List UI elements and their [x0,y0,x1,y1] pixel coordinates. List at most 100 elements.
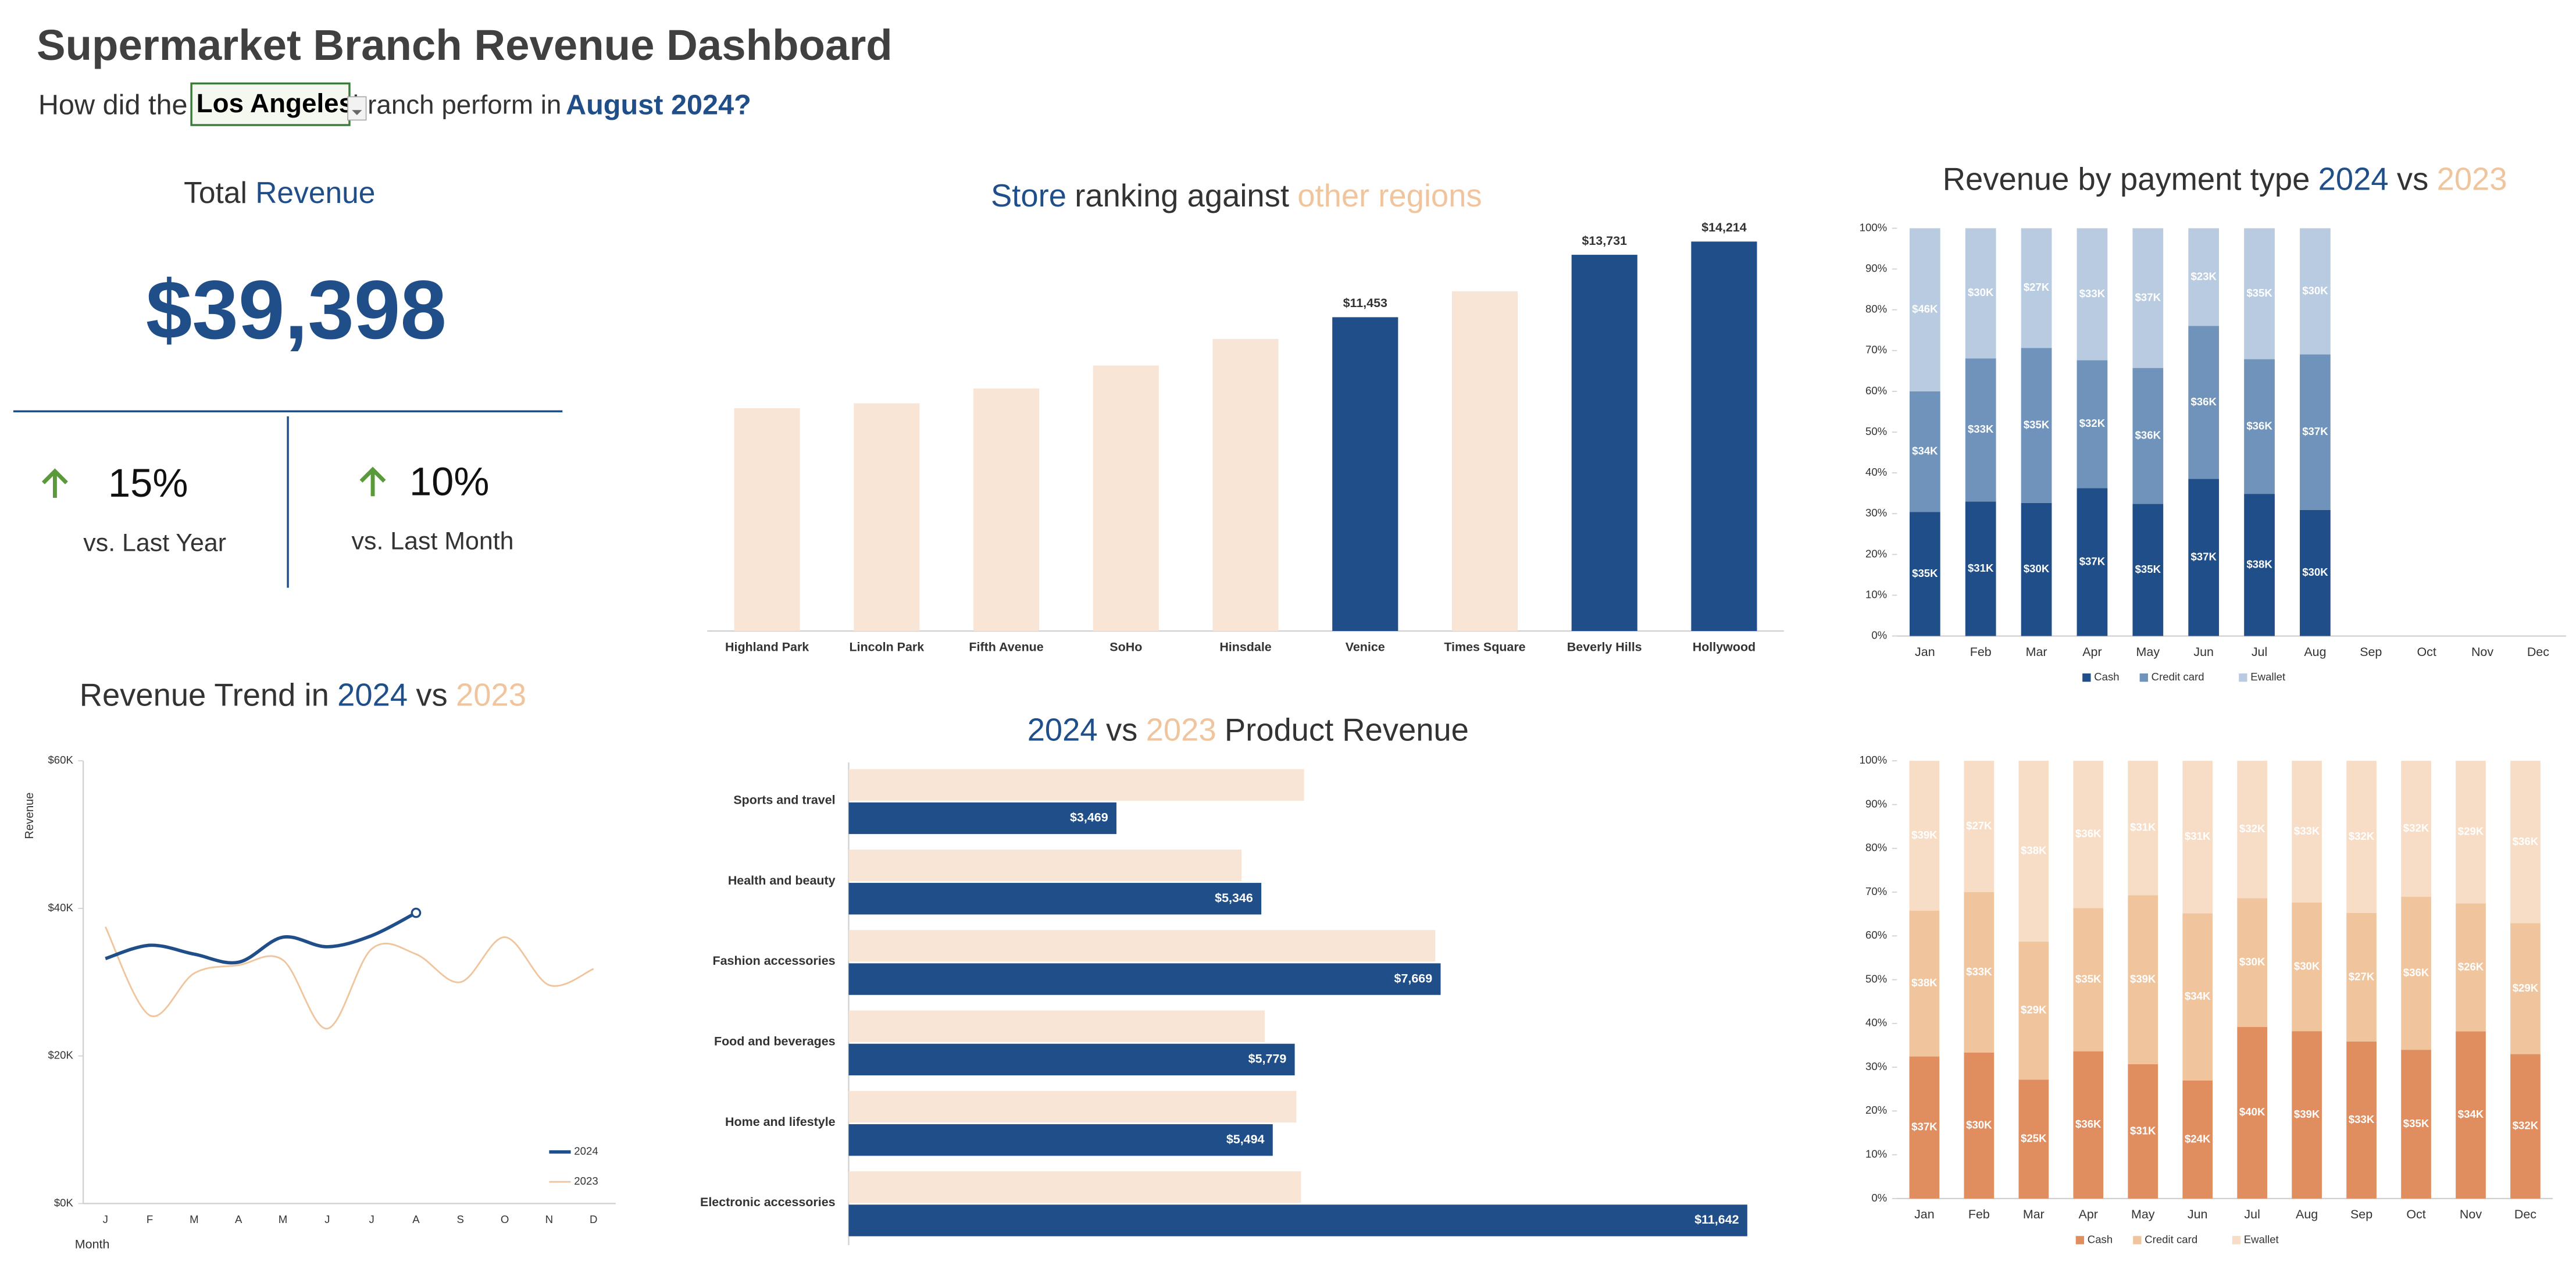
bar [848,802,1116,835]
legend-label: Ewallet [2250,671,2286,683]
bar [848,1010,1265,1042]
data-label: $36K [2190,395,2217,408]
data-label: $27K [1966,819,1992,832]
data-label: $35K [2246,287,2272,299]
bar-segment [2237,898,2267,1027]
x-tick-label: F [147,1213,153,1225]
x-axis-title: Month [75,1238,110,1252]
y-tick-label: Health and beauty [728,874,836,887]
bar-segment [2182,761,2213,914]
bar-segment [2401,1050,2431,1199]
x-tick-label: Feb [1970,645,1992,659]
data-label: $32K [2349,830,2375,842]
data-label: $7,669 [1394,971,1433,985]
data-label: $39K [1911,829,1938,841]
bar [1571,255,1637,631]
y-tick-label: 100% [1860,221,1888,233]
data-label: $32K [2403,822,2429,834]
bar-segment [2292,761,2322,903]
y-tick-label: $0K [54,1196,74,1208]
legend-swatch [2239,673,2247,682]
bar-segment [2132,368,2164,504]
dropdown-arrow[interactable] [352,110,362,115]
kpi-mom-label: vs. Last Month [352,527,514,555]
data-label: $38K [2021,844,2047,857]
branch-dropdown[interactable] [190,82,351,126]
x-tick-label: Apr [2079,1207,2098,1221]
data-label: $39K [2130,972,2156,985]
branch-value[interactable]: Los Angeles [197,88,354,118]
period-text: August 2024? [566,89,751,120]
x-tick-label: Mar [2026,645,2047,659]
bar-segment [2456,1031,2486,1199]
data-label: $36K [2135,429,2161,441]
bar [848,1204,1747,1236]
bar-segment [2346,1041,2377,1199]
x-tick-label: Sep [2360,645,2382,659]
y-tick-label: 10% [1865,588,1887,600]
y-tick-label: $60K [48,754,73,766]
x-tick-label: May [2131,1207,2155,1221]
bar-segment [2510,761,2541,924]
data-label: $36K [2246,419,2272,432]
bar-segment [2188,326,2220,479]
bar-segment [2073,908,2104,1051]
legend-swatch [2082,673,2091,682]
x-tick-label: Beverly Hills [1567,640,1642,654]
data-label: $35K [1912,567,1938,579]
y-axis-title: Revenue [23,793,36,839]
bar-segment [1964,892,1995,1053]
title-part: 2024 [337,678,408,713]
bar-segment [1909,761,1940,911]
bar-segment [1965,358,1996,502]
up-arrow-icon [359,466,386,497]
x-tick-label: J [324,1213,330,1225]
x-tick-label: May [2136,645,2160,659]
bar-segment [1964,1052,1995,1199]
data-label: $38K [2246,558,2272,570]
y-tick-label: 70% [1865,344,1887,356]
y-tick-label: 30% [1865,507,1887,519]
bar [848,963,1441,995]
data-label: $32K [2513,1120,2539,1132]
y-tick-label: 60% [1865,929,1887,941]
bar-segment [1965,228,1996,359]
data-label: $35K [2075,972,2102,985]
data-label: $38K [1911,976,1938,989]
title-part: 2024 [1027,712,1098,748]
data-label: $31K [1968,562,1994,574]
legend-label: 2024 [574,1145,598,1157]
bar-segment [2182,913,2213,1081]
data-label: $30K [2024,562,2050,575]
title-part: ranking against [1075,178,1289,213]
y-tick-label: 100% [1860,754,1888,766]
bar [848,769,1304,801]
y-tick-label: 80% [1865,303,1887,315]
y-tick-label: Electronic accessories [700,1195,836,1209]
question-text: How did the [38,89,188,120]
y-tick-label: 0% [1871,629,1887,641]
data-label: $33K [1966,965,1992,978]
x-tick-label: Hollywood [1693,640,1756,654]
bar-segment [2244,228,2275,359]
bar [848,883,1262,915]
y-tick-label: 70% [1865,885,1887,897]
legend-label: Credit card [2152,671,2204,683]
y-tick-label: 40% [1865,1017,1887,1029]
x-tick-label: Feb [1968,1207,1990,1221]
bar [1451,291,1518,631]
data-label: $13,731 [1582,234,1627,248]
data-label: $36K [2403,966,2429,978]
data-label: $31K [2130,821,2156,833]
legend-swatch [2232,1236,2241,1245]
x-tick-label: Sep [2350,1207,2372,1221]
title-part: Revenue Trend in [80,678,329,713]
title-part: 2024 [2318,162,2389,197]
data-label: $30K [2294,960,2320,972]
dropdown-button[interactable] [347,96,367,121]
bar-segment [2401,761,2431,897]
dropdown-box[interactable] [347,96,367,121]
bar-segment [2346,913,2377,1042]
bar [1691,241,1757,631]
